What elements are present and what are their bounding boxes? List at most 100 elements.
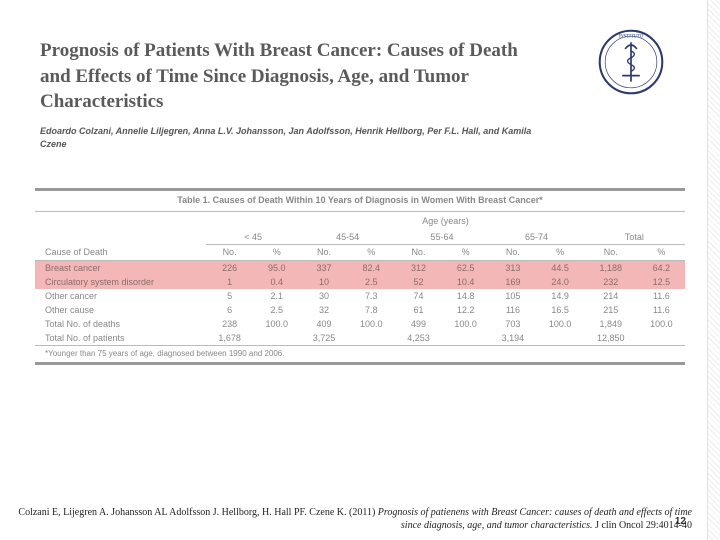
citation-authors: Colzani E, Lijegren A. Johansson AL Adol… <box>18 507 377 518</box>
cell: 12,850 <box>584 331 638 345</box>
col-pct: % <box>348 245 395 261</box>
svg-text:INSTITUTO: INSTITUTO <box>619 35 644 40</box>
cell: 226 <box>206 261 253 276</box>
cell: 3,725 <box>300 331 347 345</box>
cell: 105 <box>489 289 536 303</box>
table-row: Total No. of deaths238100.0409100.049910… <box>35 317 685 331</box>
col-no: No. <box>395 245 442 261</box>
cell: 409 <box>300 317 347 331</box>
cell: 10.4 <box>442 275 489 289</box>
cell: 3,194 <box>489 331 536 345</box>
cell: 1,188 <box>584 261 638 276</box>
col-pct: % <box>442 245 489 261</box>
age-group-3: 65-74 <box>489 230 583 245</box>
cell: 2.5 <box>348 275 395 289</box>
age-group-total: Total <box>584 230 685 245</box>
cell: 312 <box>395 261 442 276</box>
cell: 32 <box>300 303 347 317</box>
citation-line: Colzani E, Lijegren A. Johansson AL Adol… <box>0 506 708 532</box>
row-label: Total No. of patients <box>35 331 206 345</box>
cell: 313 <box>489 261 536 276</box>
table-1: Table 1. Causes of Death Within 10 Years… <box>35 188 685 365</box>
cell: 169 <box>489 275 536 289</box>
cell: 11.6 <box>638 289 685 303</box>
cell: 337 <box>300 261 347 276</box>
institute-logo: INSTITUTO <box>597 28 665 96</box>
cell <box>253 331 300 345</box>
cell: 5 <box>206 289 253 303</box>
age-group-2: 55-64 <box>395 230 489 245</box>
cell: 14.8 <box>442 289 489 303</box>
cell: 7.8 <box>348 303 395 317</box>
cell: 4,253 <box>395 331 442 345</box>
cell: 44.5 <box>537 261 584 276</box>
cell: 24.0 <box>537 275 584 289</box>
cell: 14.9 <box>537 289 584 303</box>
cell: 64.2 <box>638 261 685 276</box>
row-label: Circulatory system disorder <box>35 275 206 289</box>
cell: 10 <box>300 275 347 289</box>
cell: 7.3 <box>348 289 395 303</box>
cell: 238 <box>206 317 253 331</box>
row-label: Other cause <box>35 303 206 317</box>
col-pct: % <box>537 245 584 261</box>
cell: 100.0 <box>348 317 395 331</box>
cell: 12.2 <box>442 303 489 317</box>
cell: 12.5 <box>638 275 685 289</box>
table-footnote: *Younger than 75 years of age, diagnosed… <box>35 345 685 362</box>
row-label: Other cancer <box>35 289 206 303</box>
age-group-0: < 45 <box>206 230 300 245</box>
col-cause: Cause of Death <box>35 245 206 261</box>
col-pct: % <box>253 245 300 261</box>
causes-of-death-table: Table 1. Causes of Death Within 10 Years… <box>35 191 685 345</box>
cell: 2.5 <box>253 303 300 317</box>
col-no: No. <box>206 245 253 261</box>
cell: 214 <box>584 289 638 303</box>
cell <box>537 331 584 345</box>
cell: 100.0 <box>253 317 300 331</box>
table-row: Circulatory system disorder10.4102.55210… <box>35 275 685 289</box>
cell: 61 <box>395 303 442 317</box>
table-row: Other cancer52.1307.37414.810514.921411.… <box>35 289 685 303</box>
row-label: Total No. of deaths <box>35 317 206 331</box>
cell <box>638 331 685 345</box>
table-row: Total No. of patients1,678 3,725 4,253 3,19… <box>35 331 685 345</box>
cell: 1 <box>206 275 253 289</box>
cell: 16.5 <box>537 303 584 317</box>
header-block: Prognosis of Patients With Breast Cancer… <box>0 0 720 160</box>
paper-title: Prognosis of Patients With Breast Cancer… <box>40 38 520 115</box>
col-no: No. <box>300 245 347 261</box>
row-label: Breast cancer <box>35 261 206 276</box>
cell: 232 <box>584 275 638 289</box>
cell: 100.0 <box>638 317 685 331</box>
paper-authors: Edoardo Colzani, Annelie Liljegren, Anna… <box>40 125 560 150</box>
cell: 1,678 <box>206 331 253 345</box>
table-body: Breast cancer22695.033782.431262.531344.… <box>35 261 685 346</box>
cell: 95.0 <box>253 261 300 276</box>
cell: 74 <box>395 289 442 303</box>
col-pct: % <box>638 245 685 261</box>
cell: 100.0 <box>442 317 489 331</box>
col-no: No. <box>584 245 638 261</box>
cell: 2.1 <box>253 289 300 303</box>
col-no: No. <box>489 245 536 261</box>
cell: 116 <box>489 303 536 317</box>
age-group-1: 45-54 <box>300 230 394 245</box>
cell: 499 <box>395 317 442 331</box>
cell: 6 <box>206 303 253 317</box>
cell: 1,849 <box>584 317 638 331</box>
cell: 100.0 <box>537 317 584 331</box>
cell: 52 <box>395 275 442 289</box>
cell: 0.4 <box>253 275 300 289</box>
cell: 30 <box>300 289 347 303</box>
cell: 62.5 <box>442 261 489 276</box>
table-row: Breast cancer22695.033782.431262.531344.… <box>35 261 685 276</box>
cell: 215 <box>584 303 638 317</box>
table-caption: Table 1. Causes of Death Within 10 Years… <box>35 191 685 212</box>
cell: 82.4 <box>348 261 395 276</box>
cell <box>442 331 489 345</box>
table-row: Other cause62.5327.86112.211616.521511.6 <box>35 303 685 317</box>
cell: 703 <box>489 317 536 331</box>
cell <box>348 331 395 345</box>
age-years-label: Age (years) <box>206 212 685 231</box>
